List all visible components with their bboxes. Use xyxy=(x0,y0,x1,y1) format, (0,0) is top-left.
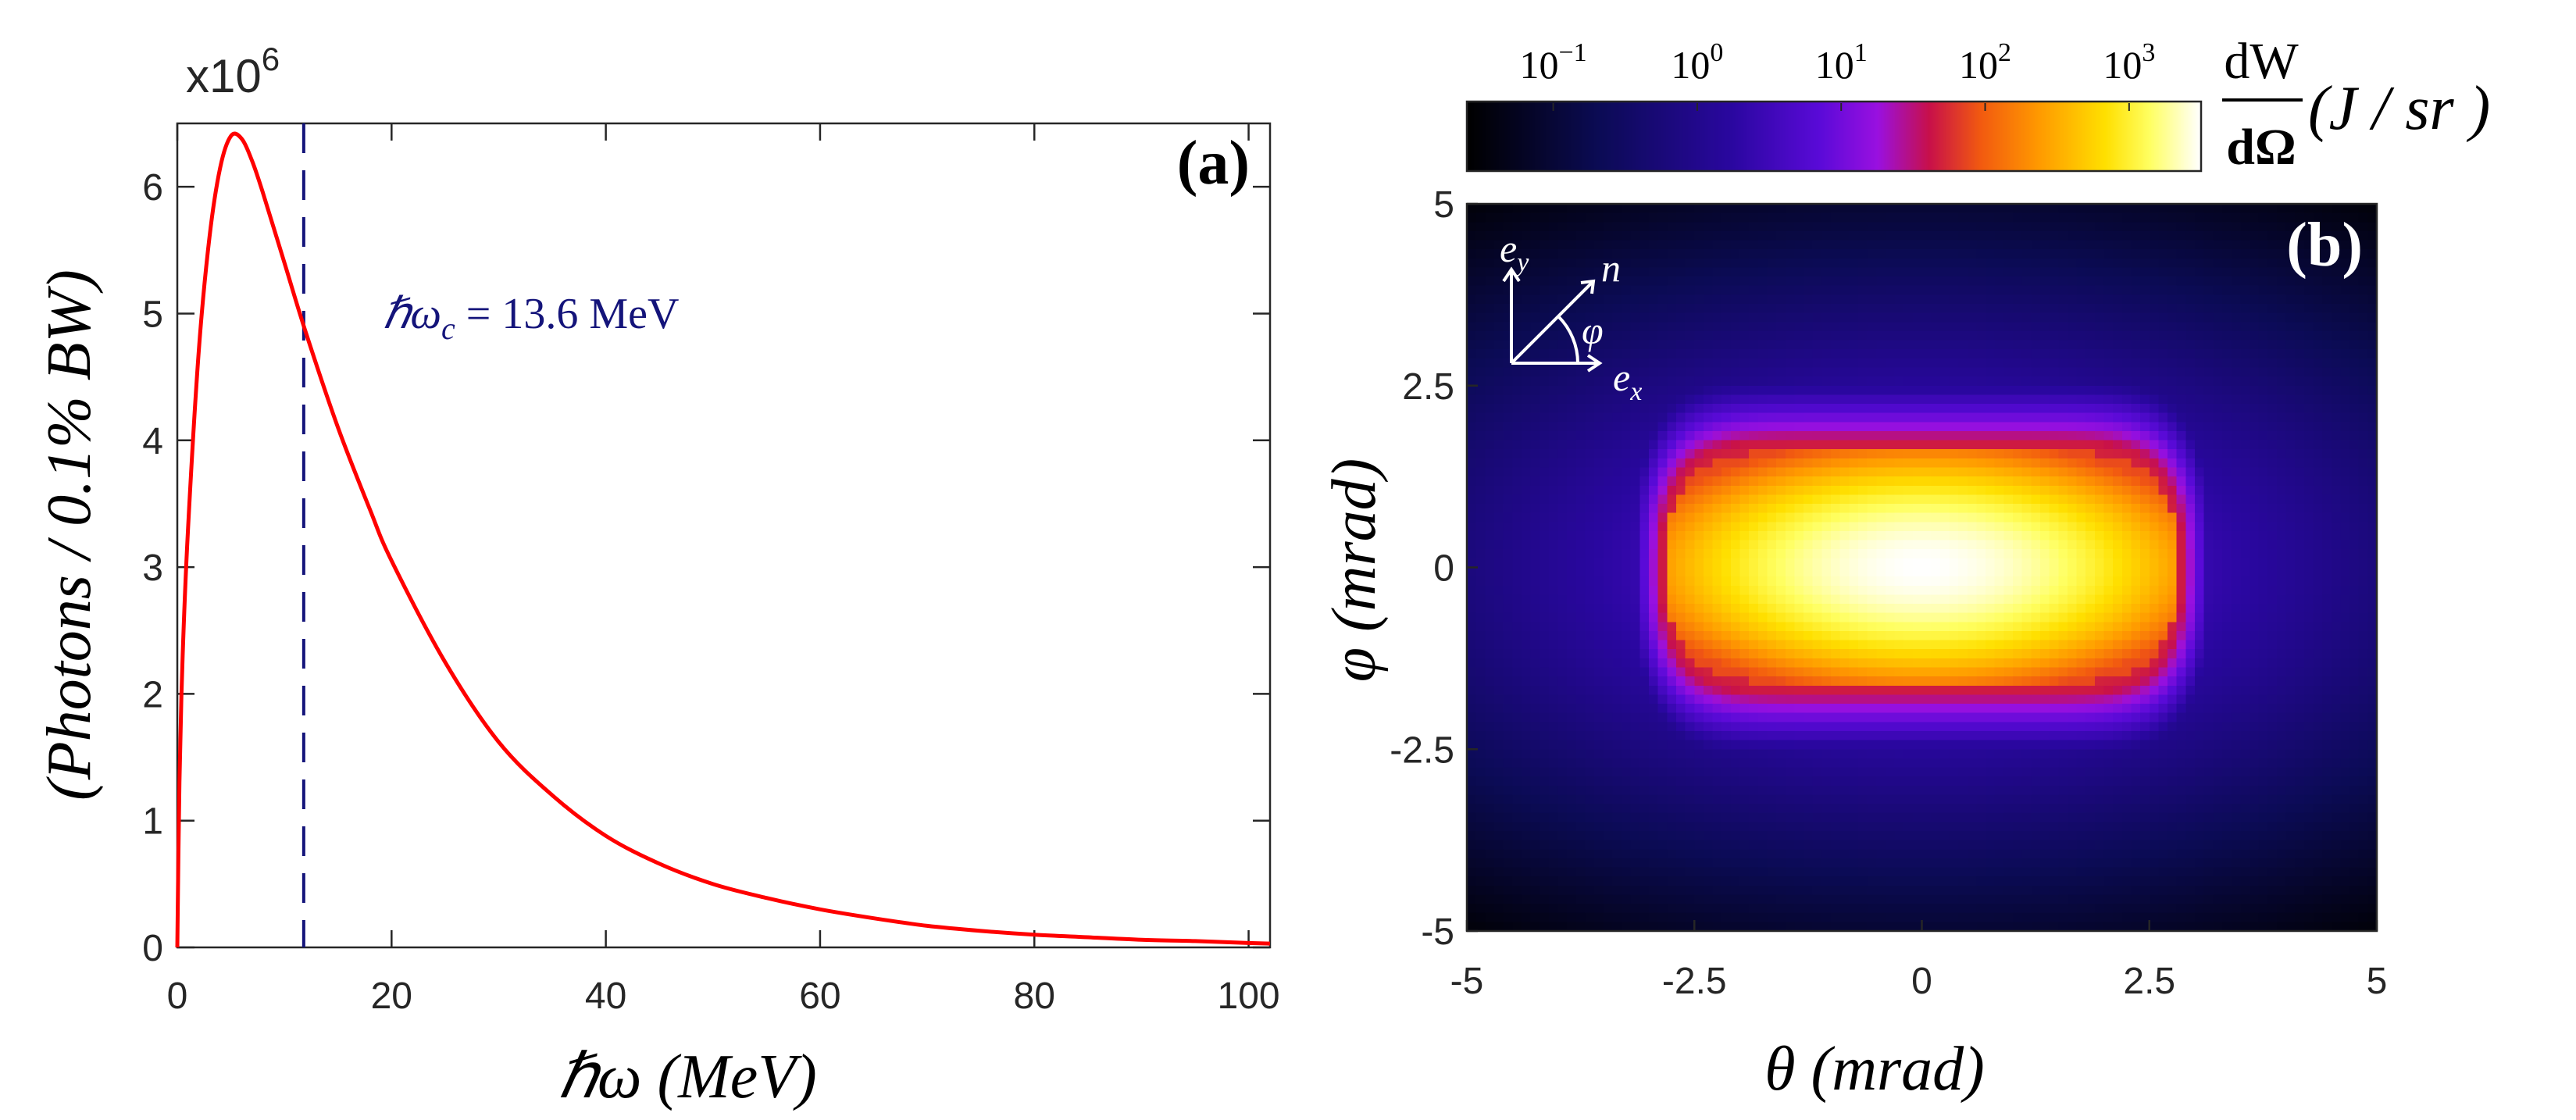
colorbar-label-denominator: dΩ xyxy=(2226,119,2296,176)
colorbar-label: dW dΩ (J / sr ) xyxy=(2222,33,2490,176)
y-axis-label-b: φ (mrad) xyxy=(1320,458,1389,682)
ex-label: ex xyxy=(1613,355,1642,406)
y-tick-label: 3 xyxy=(142,548,163,589)
x-tick-label: -2.5 xyxy=(1662,961,1727,1002)
y-tick-label: 5 xyxy=(142,294,163,335)
x-axis-label-a: ℏω (MeV) xyxy=(558,1043,816,1111)
colorbar-frame xyxy=(1465,100,2203,173)
spectrum-line xyxy=(175,131,1271,948)
x-tick-label: 5 xyxy=(2367,961,2388,1002)
y-multiplier: x106 xyxy=(186,41,280,102)
colorbar-tick-label: 100 xyxy=(1671,38,1723,87)
y-tick-label: 2 xyxy=(142,674,163,715)
x-axis-label-b: θ (mrad) xyxy=(1764,1035,1984,1104)
colorbar-tick-label: 10−1 xyxy=(1519,38,1586,87)
n-arrowhead-icon xyxy=(1580,279,1596,294)
x-tick-label: 100 xyxy=(1218,976,1280,1017)
n-label: n xyxy=(1601,246,1621,290)
y-tick-label: 0 xyxy=(142,928,163,969)
axes-b-frame xyxy=(1465,202,2378,933)
phi-arc xyxy=(1557,315,1579,364)
heatmap-image xyxy=(1467,204,2377,931)
ey-label: ey xyxy=(1500,226,1529,277)
y-tick-label: 1 xyxy=(142,801,163,843)
coordinate-inset xyxy=(1502,266,1603,373)
x-tick-label: 0 xyxy=(167,976,188,1017)
y-tick-label: 4 xyxy=(142,421,163,462)
y-tick-label: 0 xyxy=(1433,548,1454,590)
y-tick-label: 2.5 xyxy=(1402,366,1454,408)
colorbar-label-unit: (J / sr ) xyxy=(2308,74,2490,143)
y-axis-label-a: (Photons / 0.1% BW) xyxy=(35,269,104,801)
colorbar xyxy=(1467,102,2201,171)
x-tick-label: -5 xyxy=(1450,961,1484,1002)
n-arrow xyxy=(1510,280,1595,365)
ex-arrowhead-icon xyxy=(1586,354,1603,373)
ey-arrowhead-icon xyxy=(1502,266,1521,283)
cutoff-annotation: ℏωc = 13.6 MeV xyxy=(383,290,679,346)
axes-a-frame xyxy=(176,122,1272,949)
phi-label: φ xyxy=(1582,309,1604,352)
y-tick-label: 6 xyxy=(142,167,163,209)
colorbar-label-numerator: dW xyxy=(2224,33,2299,90)
y-tick-label: -2.5 xyxy=(1390,729,1454,771)
x-tick-label: 20 xyxy=(371,976,412,1017)
x-tick-label: 60 xyxy=(799,976,840,1017)
x-tick-label: 40 xyxy=(585,976,626,1017)
colorbar-tick-label: 102 xyxy=(1959,38,2011,87)
colorbar-tick-label: 103 xyxy=(2103,38,2155,87)
panel-a: 0 20 40 60 80 100 0 1 2 3 4 5 6 x106 (a) ℏωc = 13.6 … xyxy=(35,41,1280,1111)
x-tick-label: 2.5 xyxy=(2123,961,2175,1002)
panel-b: -5 -2.5 0 2.5 5-5-2.502.55 10−1 100 101 102 103 … xyxy=(1320,33,2490,1104)
x-tick-label: 80 xyxy=(1014,976,1055,1017)
x-tick-label: 0 xyxy=(1911,961,1932,1002)
y-tick-label: 5 xyxy=(1433,184,1454,226)
y-tick-label: -5 xyxy=(1421,911,1454,953)
panel-label-a: (a) xyxy=(1177,129,1250,198)
panel-label-b: (b) xyxy=(2286,211,2363,280)
colorbar-tick-label: 101 xyxy=(1815,38,1868,87)
